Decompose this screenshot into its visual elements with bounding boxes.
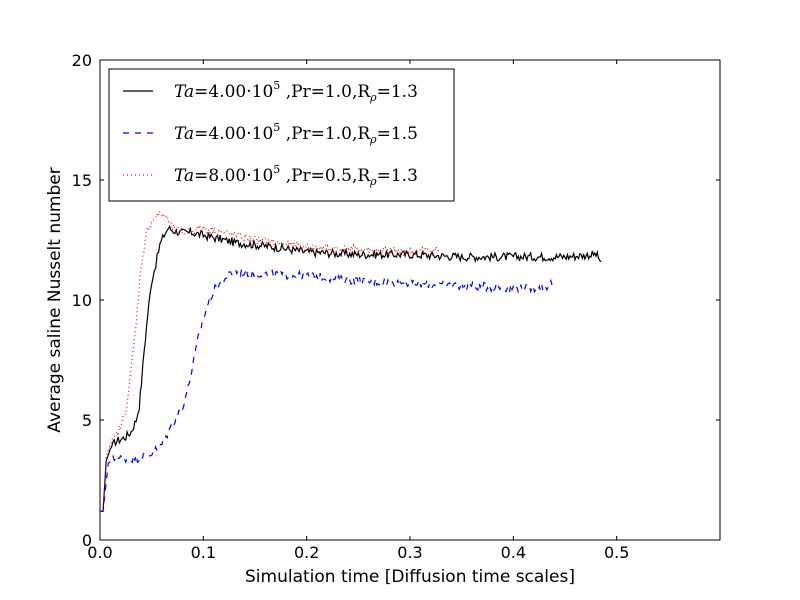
legend-box — [108, 68, 455, 202]
x-tick-label: 0.4 — [501, 543, 526, 562]
legend-label-series-3: Ta=8.00·105 ,Pr=0.5,Rρ=1.3 — [174, 163, 418, 188]
y-tick-label: 20 — [72, 51, 92, 70]
y-axis-label: Average saline Nusselt number — [45, 167, 65, 432]
x-tick-label: 0.1 — [191, 543, 216, 562]
legend-label-series-1: Ta=4.00·105 ,Pr=1.0,Rρ=1.3 — [174, 79, 418, 104]
plot-frame — [99, 59, 721, 541]
x-tick-label: 0.2 — [294, 543, 319, 562]
x-axis-label: Simulation time [Diffusion time scales] — [245, 567, 575, 587]
y-tick-label: 5 — [82, 411, 92, 430]
series-layer — [100, 209, 602, 512]
ticks-layer: 0.0 0.1 0.2 0.3 0.4 0.5 0 5 10 15 20 — [72, 51, 720, 562]
y-tick-label: 0 — [82, 531, 92, 550]
legend: Ta=4.00·105 ,Pr=1.0,Rρ=1.3 Ta=4.00·105 ,… — [108, 68, 455, 202]
y-tick-label: 10 — [72, 291, 92, 310]
x-tick-label: 0.3 — [397, 543, 422, 562]
series-line-1 — [100, 224, 602, 512]
x-tick-label: 0.0 — [87, 543, 112, 562]
legend-label-series-2: Ta=4.00·105 ,Pr=1.0,Rρ=1.5 — [174, 121, 418, 146]
x-tick-label: 0.5 — [604, 543, 629, 562]
y-tick-label: 15 — [72, 171, 92, 190]
